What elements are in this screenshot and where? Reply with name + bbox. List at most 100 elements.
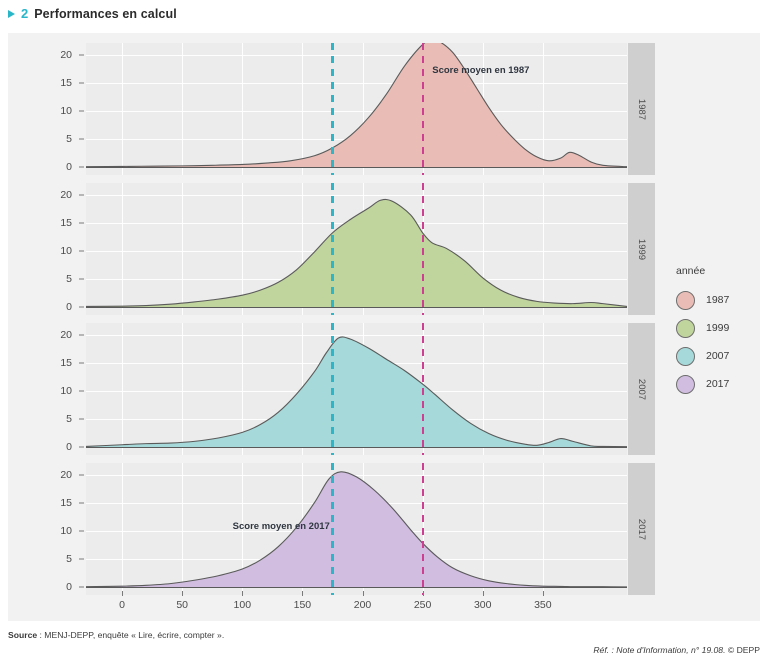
- y-axis-tick-label: 20: [60, 468, 72, 481]
- reference-line-mean-2017: [331, 463, 334, 595]
- x-axis-tick-mark: [302, 591, 304, 596]
- legend-item-label: 1987: [706, 294, 730, 306]
- facet-strip-1999: 1999: [628, 183, 655, 315]
- triangle-bullet-icon: [8, 9, 15, 18]
- gridline-vertical: [122, 463, 124, 595]
- facet-strip-2007: 2007: [628, 323, 655, 455]
- gridline-horizontal: [86, 54, 627, 56]
- legend-item-1999[interactable]: 1999: [676, 314, 729, 342]
- y-axis-tick-mark: [79, 586, 84, 588]
- facet-panel-2017: Score moyen en 2017: [86, 463, 627, 595]
- x-axis-tick-label: 200: [353, 599, 372, 611]
- gridline-vertical: [542, 323, 544, 455]
- gridline-horizontal: [86, 474, 627, 476]
- legend-item-label: 2007: [706, 350, 730, 362]
- facet-panel-1999: [86, 183, 627, 315]
- gridline-vertical: [122, 43, 124, 175]
- y-axis-tick-mark: [79, 138, 84, 140]
- y-axis-tick-mark: [79, 390, 84, 392]
- y-axis-tick-label: 15: [60, 216, 72, 229]
- y-axis-tick-mark: [79, 110, 84, 112]
- gridline-vertical: [242, 463, 244, 595]
- gridline-vertical: [122, 183, 124, 315]
- y-axis-tick-label: 20: [60, 48, 72, 61]
- x-axis-tick-label: 250: [413, 599, 432, 611]
- x-axis-tick-mark: [362, 591, 364, 596]
- legend-title: année: [676, 265, 706, 277]
- y-axis-tick-label: 15: [60, 356, 72, 369]
- gridline-horizontal: [86, 334, 627, 336]
- gridline-vertical: [182, 183, 184, 315]
- gridline-vertical: [302, 43, 304, 175]
- gridline-vertical: [242, 43, 244, 175]
- y-axis-tick-mark: [79, 306, 84, 308]
- axis-baseline: [86, 167, 627, 169]
- reference-line-mean-1987: [421, 183, 424, 315]
- page-title: Performances en calcul: [34, 6, 177, 21]
- y-axis-tick-mark: [79, 418, 84, 420]
- gridline-vertical: [482, 183, 484, 315]
- gridline-vertical: [542, 43, 544, 175]
- gridline-vertical: [362, 43, 364, 175]
- legend-item-2017[interactable]: 2017: [676, 370, 729, 398]
- legend-swatch-icon: [676, 290, 695, 310]
- reference-line-mean-1987: [421, 323, 424, 455]
- legend-swatch-icon: [676, 374, 695, 394]
- x-axis-tick-label: 100: [233, 599, 252, 611]
- axis-baseline: [86, 447, 627, 449]
- y-axis-tick-label: 0: [66, 301, 72, 313]
- source-label: Source: [8, 630, 38, 640]
- y-axis-tick-mark: [79, 558, 84, 560]
- reference-line-mean-2017: [331, 43, 334, 175]
- y-axis-tick-label: 5: [66, 272, 72, 285]
- axis-baseline: [86, 587, 627, 589]
- gridline-horizontal: [86, 110, 627, 112]
- annotation-label: Score moyen en 2017: [232, 521, 330, 532]
- source-note: Source : MENJ-DEPP, enquête « Lire, écri…: [8, 630, 224, 640]
- y-axis-tick-label: 20: [60, 188, 72, 201]
- reference-line-mean-1987: [421, 463, 424, 595]
- chart-legend: année 1987 1999 2007 2017: [676, 265, 729, 398]
- x-axis-tick-mark: [122, 591, 124, 596]
- y-axis-tick-label: 15: [60, 76, 72, 89]
- x-axis-tick-mark: [482, 591, 484, 596]
- y-axis-tick-label: 5: [66, 132, 72, 145]
- x-axis-tick-label: 300: [473, 599, 492, 611]
- axis-baseline: [86, 307, 627, 309]
- gridline-vertical: [122, 323, 124, 455]
- gridline-vertical: [482, 463, 484, 595]
- legend-item-label: 1999: [706, 322, 730, 334]
- figure-number: 2: [21, 6, 29, 21]
- legend-item-2007[interactable]: 2007: [676, 342, 729, 370]
- gridline-vertical: [302, 183, 304, 315]
- y-axis-tick-label: 10: [60, 384, 72, 397]
- x-axis-tick-label: 350: [534, 599, 552, 611]
- reference-line-mean-2017: [331, 323, 334, 455]
- y-axis-tick-label: 0: [66, 161, 72, 173]
- facet-strip-label: 2007: [635, 378, 647, 400]
- density-curve-2017: [86, 471, 627, 588]
- reference-copyright: © DEPP: [727, 645, 760, 655]
- y-axis-tick-mark: [79, 250, 84, 252]
- reference-line-mean-1987: [421, 43, 424, 175]
- y-axis-tick-mark: [79, 474, 84, 476]
- gridline-vertical: [242, 183, 244, 315]
- y-axis-tick-mark: [79, 530, 84, 532]
- y-axis-tick-label: 10: [60, 524, 72, 537]
- figure-header: 2 Performances en calcul: [8, 6, 177, 21]
- x-axis-tick-mark: [182, 591, 184, 596]
- gridline-vertical: [542, 463, 544, 595]
- facet-strip-2017: 2017: [628, 463, 655, 595]
- x-axis-tick-label: 0: [119, 599, 125, 611]
- y-axis-tick-mark: [79, 222, 84, 224]
- density-curve-1987: [86, 43, 627, 168]
- source-text: : MENJ-DEPP, enquête « Lire, écrire, com…: [37, 630, 225, 640]
- y-axis-tick-label: 5: [66, 412, 72, 425]
- legend-item-1987[interactable]: 1987: [676, 286, 729, 314]
- facet-panel-2007: [86, 323, 627, 455]
- y-axis-tick-mark: [79, 446, 84, 448]
- y-axis-tick-mark: [79, 362, 84, 364]
- density-curve-2007: [86, 336, 627, 448]
- legend-item-label: 2017: [706, 378, 730, 390]
